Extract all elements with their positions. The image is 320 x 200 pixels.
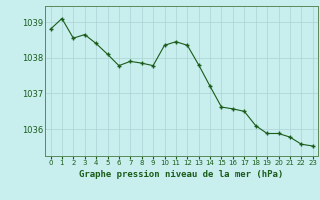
X-axis label: Graphe pression niveau de la mer (hPa): Graphe pression niveau de la mer (hPa) <box>79 170 284 179</box>
